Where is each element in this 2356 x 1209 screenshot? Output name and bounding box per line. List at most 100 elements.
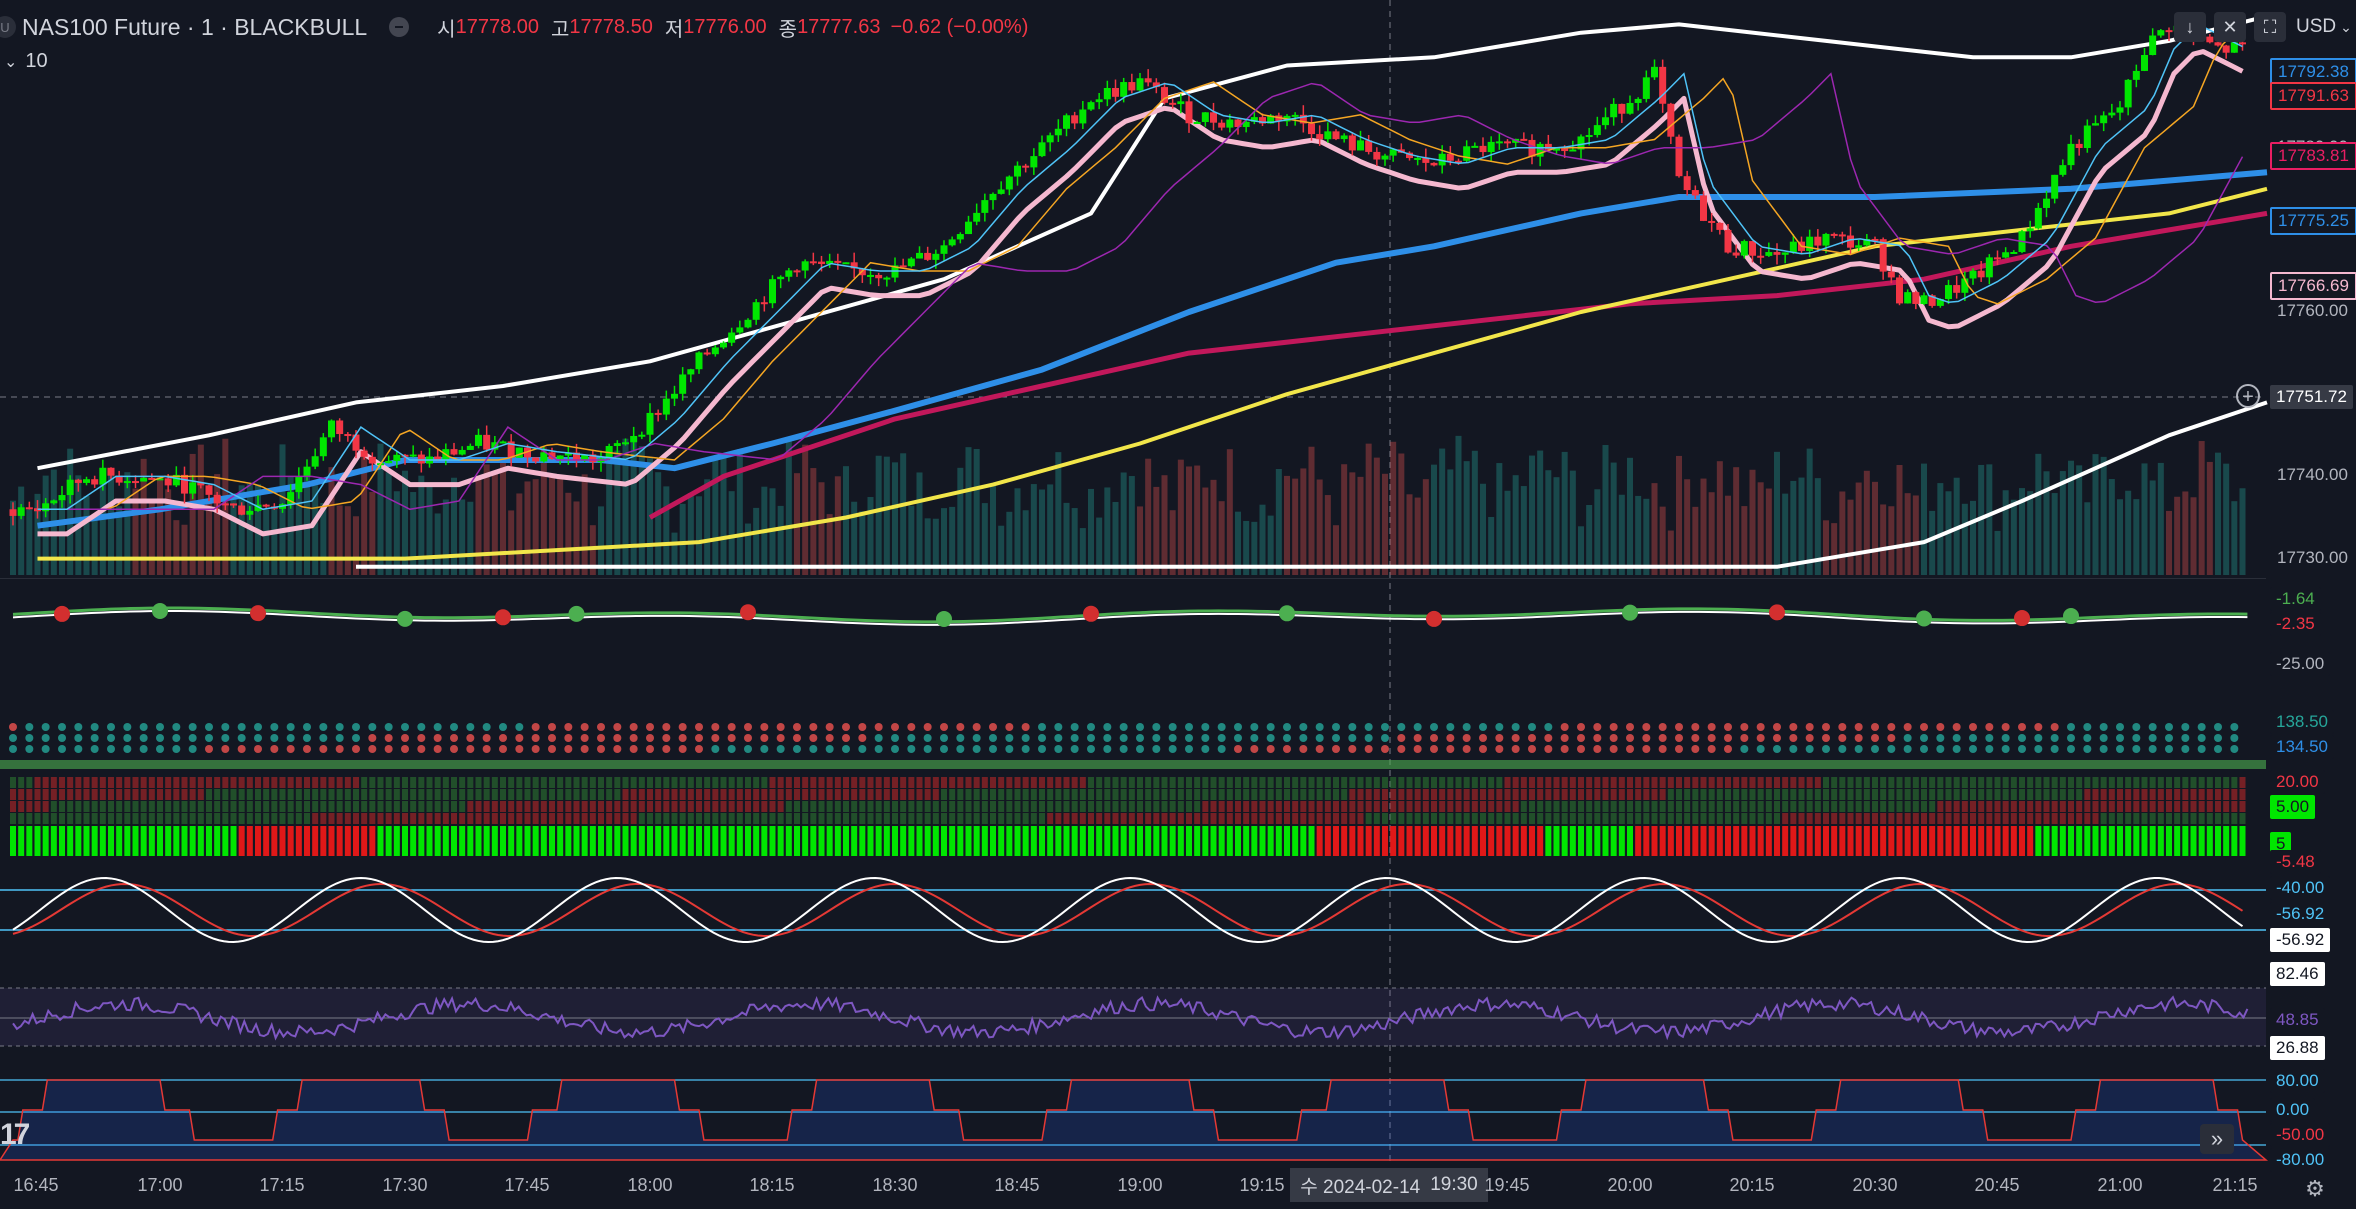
heatmap-cell xyxy=(508,789,515,800)
heatmap-cell xyxy=(304,789,310,800)
osc1-label: -1.64 xyxy=(2270,587,2321,611)
heatmap-cell xyxy=(393,789,400,800)
heatmap-cell xyxy=(1765,801,1772,812)
osc2-dot xyxy=(1642,734,1651,742)
heatmap-cell xyxy=(1235,777,1241,788)
heatmap-cell xyxy=(165,813,172,824)
heatmap-cell xyxy=(1218,777,1225,788)
heatmap-cell xyxy=(271,801,278,812)
heatmap-cell xyxy=(638,813,645,824)
heatmap-cell xyxy=(1218,801,1225,812)
heatmap-cell xyxy=(1790,789,1797,800)
fullscreen-icon[interactable]: ⛶ xyxy=(2254,12,2286,42)
heatmap-bar xyxy=(516,826,523,856)
settings-gear-icon[interactable]: ⚙ xyxy=(2305,1176,2325,1201)
heatmap-bar xyxy=(312,826,319,856)
heatmap-cell xyxy=(965,801,972,812)
osc2-dot xyxy=(2165,734,2173,742)
heatmap-bar xyxy=(549,826,555,856)
heatmap-bar xyxy=(18,826,25,856)
heatmap-cell xyxy=(165,801,172,812)
heatmap-bar xyxy=(1480,826,1486,856)
volume-bar xyxy=(140,458,147,575)
heatmap-bar xyxy=(851,826,858,856)
heatmap-bar xyxy=(1823,826,1829,856)
heatmap-cell xyxy=(973,789,980,800)
heatmap-cell xyxy=(2027,813,2034,824)
heatmap-cell xyxy=(181,801,188,812)
osc2-dot xyxy=(1087,745,1095,753)
currency-selector[interactable]: USD ⌄ xyxy=(2296,12,2352,42)
heatmap-bar xyxy=(1112,826,1119,856)
osc2-dot xyxy=(1332,745,1340,753)
volume-bar xyxy=(687,493,694,575)
symbol-logo-icon[interactable]: U xyxy=(0,16,16,38)
candle-body xyxy=(809,261,817,264)
volume-bar xyxy=(1790,480,1797,575)
candle-body xyxy=(1691,190,1699,196)
collapse-icon[interactable]: ✕ xyxy=(2214,12,2246,42)
heatmap-cell xyxy=(1210,789,1217,800)
heatmap-cell xyxy=(908,789,915,800)
volume-bar xyxy=(1251,521,1258,575)
heatmap-cell xyxy=(67,777,74,788)
heatmap-cell xyxy=(998,813,1005,824)
heatmap-cell xyxy=(1161,789,1168,800)
heatmap-cell xyxy=(516,813,523,824)
candle-body xyxy=(1855,245,1863,248)
heatmap-cell xyxy=(1733,813,1740,824)
heatmap-cell xyxy=(1414,801,1421,812)
heatmap-cell xyxy=(1324,801,1331,812)
candle-body xyxy=(450,449,458,455)
download-icon[interactable]: ↓ xyxy=(2174,12,2206,42)
heatmap-cell xyxy=(1431,801,1437,812)
candle-body xyxy=(181,474,188,494)
heatmap-cell xyxy=(2076,801,2083,812)
candle-body xyxy=(262,504,270,507)
volume-bar xyxy=(1382,473,1388,575)
osc2-dot xyxy=(90,723,99,731)
heatmap-cell xyxy=(1341,813,1348,824)
heatmap-bar xyxy=(50,826,57,856)
volume-bar xyxy=(418,475,425,575)
osc2-dot xyxy=(1528,745,1536,753)
heatmap-bar xyxy=(1929,826,1936,856)
heatmap-cell xyxy=(1071,801,1078,812)
market-status-icon[interactable] xyxy=(389,17,410,37)
heatmap-cell xyxy=(1953,777,1960,788)
heatmap-bar xyxy=(924,826,931,856)
heatmap-cell xyxy=(990,813,996,824)
heatmap-bar xyxy=(491,826,498,856)
heatmap-cell xyxy=(663,789,670,800)
heatmap-cell xyxy=(1855,813,1862,824)
heatmap-cell xyxy=(965,777,972,788)
heatmap-bar xyxy=(2002,826,2009,856)
osc2-dot xyxy=(1364,723,1373,731)
heatmap-bar xyxy=(1561,826,1568,856)
volume-bar xyxy=(124,472,131,575)
candle-body xyxy=(409,454,417,457)
heatmap-bar xyxy=(1414,826,1421,856)
heatmap-cell xyxy=(908,801,915,812)
symbol-title[interactable]: NAS100 Future · 1 · BLACKBULL xyxy=(22,13,368,40)
heatmap-cell xyxy=(2092,789,2099,800)
osc2-dot xyxy=(1805,723,1814,731)
top-right-toolbar: ↓ ✕ ⛶ xyxy=(2174,12,2286,42)
heatmap-cell xyxy=(42,813,49,824)
scroll-to-realtime-icon[interactable]: » xyxy=(2200,1124,2234,1154)
osc2-dot xyxy=(1854,745,1863,753)
heatmap-cell xyxy=(116,789,123,800)
crosshair-add-icon[interactable]: + xyxy=(2236,384,2260,408)
volume-bar xyxy=(2092,454,2099,575)
heatmap-cell xyxy=(1602,801,1609,812)
candle-body xyxy=(540,452,548,462)
candle-body xyxy=(328,420,335,438)
volume-bar xyxy=(393,491,400,575)
heatmap-bar xyxy=(1333,826,1339,856)
indicator-toggle[interactable]: ⌄ 10 xyxy=(4,50,48,73)
heatmap-cell xyxy=(148,777,155,788)
heatmap-cell xyxy=(67,813,74,824)
heatmap-cell xyxy=(1128,801,1135,812)
heatmap-cell xyxy=(1112,789,1119,800)
